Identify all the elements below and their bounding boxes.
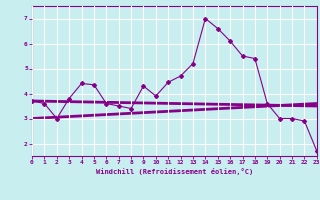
X-axis label: Windchill (Refroidissement éolien,°C): Windchill (Refroidissement éolien,°C) [96,168,253,175]
